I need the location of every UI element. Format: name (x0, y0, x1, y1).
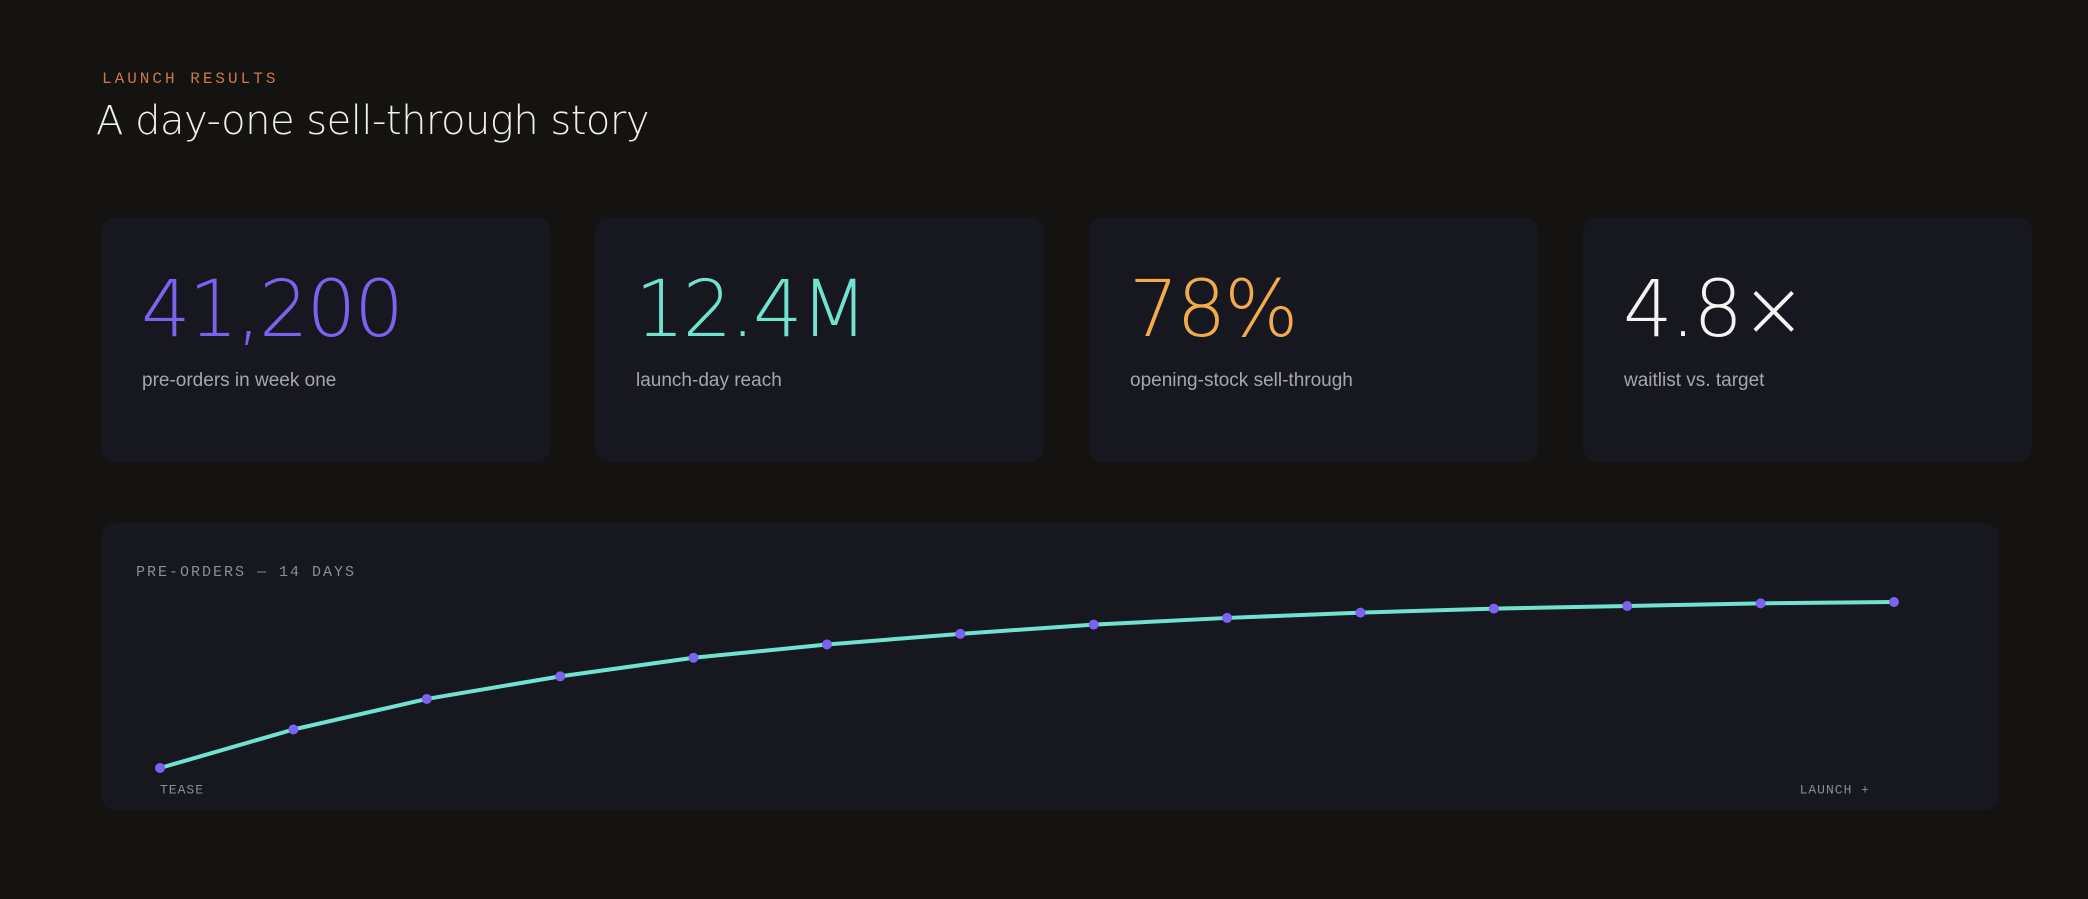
chart-title: PRE-ORDERS — 14 DAYS (136, 564, 356, 581)
x-end-label: LAUNCH + (1800, 782, 1870, 797)
stat-card: 4.8× waitlist vs. target (1583, 217, 2032, 462)
point (155, 763, 165, 773)
point (688, 652, 699, 663)
stat-label: waitlist vs. target (1624, 370, 1765, 391)
point (421, 693, 432, 704)
point (1622, 600, 1633, 611)
line (159, 600, 1895, 770)
point (1355, 607, 1366, 618)
stat-value: 41,200 (141, 265, 404, 355)
stat-label: launch-day reach (636, 370, 782, 391)
stat-value: 78% (1129, 265, 1298, 355)
point (1488, 603, 1499, 614)
stat-card: 78% opening-stock sell-through (1089, 217, 1538, 462)
point (1755, 598, 1766, 609)
stat-label: opening-stock sell-through (1130, 370, 1353, 391)
chart: PRE-ORDERS — 14 DAYS TEASE LAUNCH + (136, 564, 1899, 797)
point (821, 639, 832, 650)
eyebrow: LAUNCH RESULTS (102, 70, 279, 88)
chart-card: PRE-ORDERS — 14 DAYS TEASE LAUNCH + (101, 523, 1999, 810)
point (955, 628, 966, 639)
point (1222, 612, 1233, 623)
stat-card: 41,200 pre-orders in week one (101, 217, 550, 462)
point (1889, 597, 1899, 607)
point (1088, 619, 1099, 630)
stat-value: 12.4M (635, 265, 868, 355)
stat-label: pre-orders in week one (142, 370, 337, 391)
x-start-label: TEASE (160, 782, 204, 797)
stat-value: 4.8× (1623, 265, 1806, 355)
stat-card: 12.4M launch-day reach (595, 217, 1044, 462)
point (288, 724, 299, 735)
point (555, 671, 566, 682)
page-title: A day-one sell-through story (96, 98, 650, 144)
